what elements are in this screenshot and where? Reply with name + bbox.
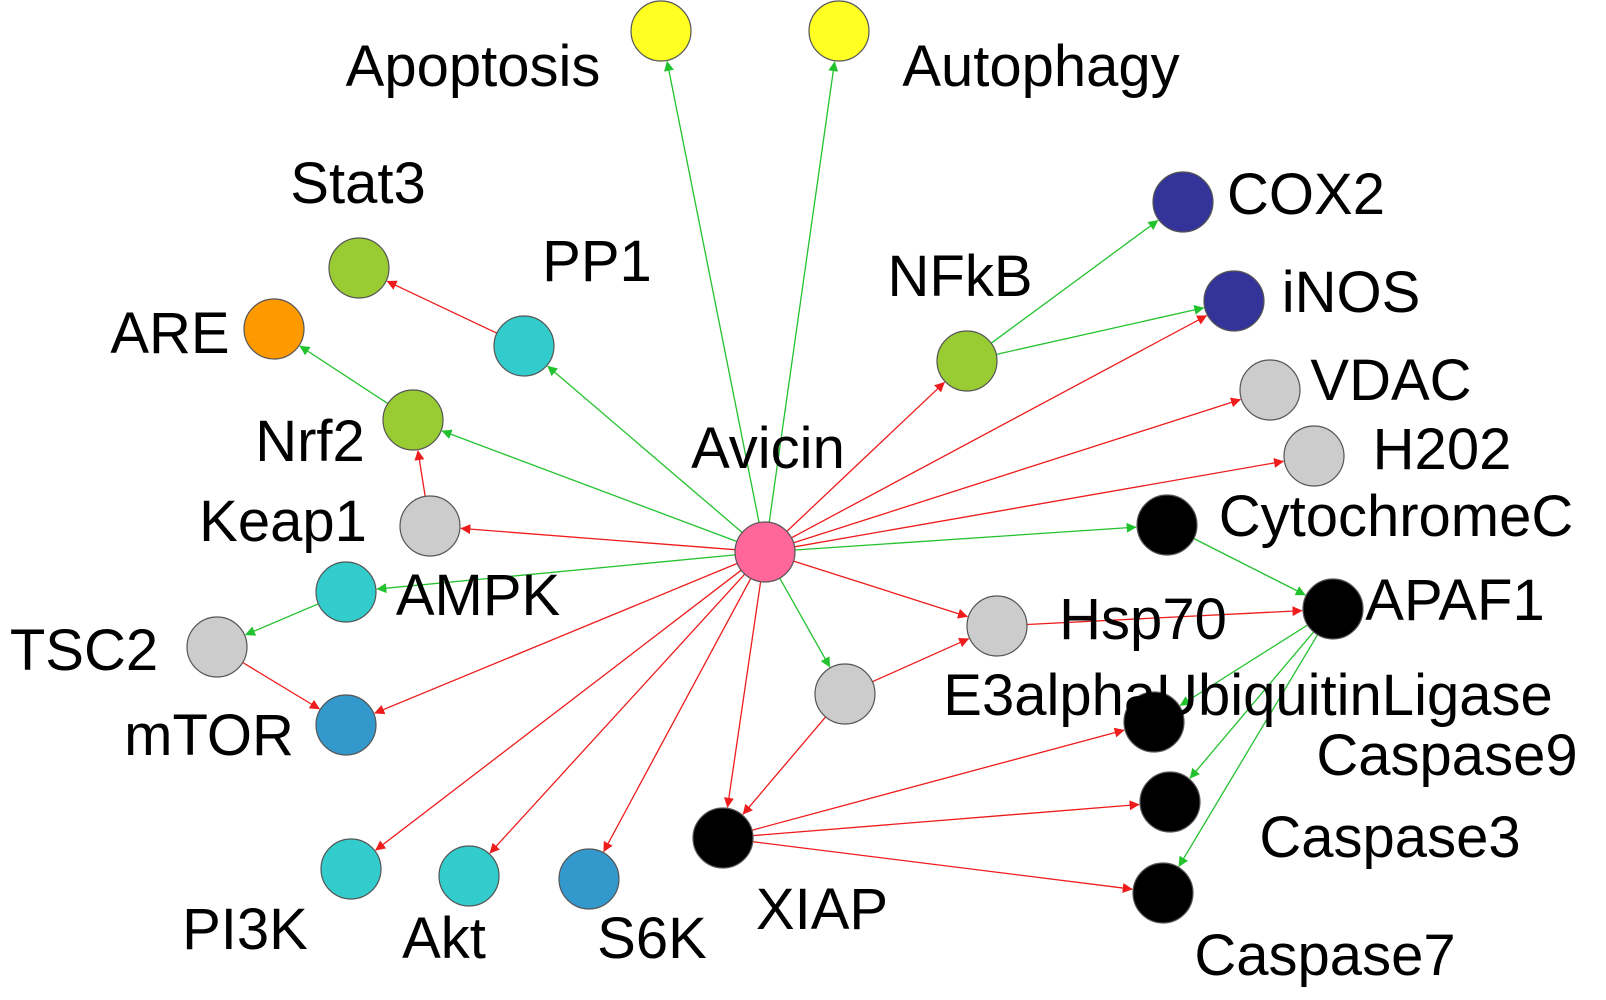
edge-avicin-to-keap1 [460, 524, 736, 551]
node-akt [438, 845, 500, 907]
node-label-apoptosis: Apoptosis [346, 34, 601, 99]
edge-tsc2-to-mtor [242, 661, 320, 710]
node-pp1 [493, 315, 555, 377]
node-label-are: ARE [110, 301, 229, 366]
node-label-inos: iNOS [1282, 260, 1421, 325]
edge-avicin-to-nfkb [786, 381, 945, 532]
node-avicin [734, 521, 796, 583]
node-label-caspase3: Caspase3 [1259, 805, 1520, 870]
node-hsp70 [966, 595, 1028, 657]
edge-avicin-to-s6k [603, 578, 752, 853]
node-vdac [1239, 359, 1301, 421]
node-label-caspase9: Caspase9 [1316, 723, 1577, 788]
edge-xiap-to-caspase7 [752, 841, 1133, 893]
edge-xiap-to-caspase3 [752, 800, 1140, 837]
node-label-keap1: Keap1 [199, 489, 367, 554]
node-label-xiap: XIAP [756, 877, 888, 942]
node-label-mtor: mTOR [124, 703, 294, 768]
node-label-caspase7: Caspase7 [1194, 923, 1455, 988]
node-label-pp1: PP1 [542, 229, 652, 294]
node-label-vdac: VDAC [1310, 348, 1471, 413]
edge-nfkb-to-inos [996, 305, 1205, 356]
node-s6k [558, 848, 620, 910]
edge-avicin-to-cytochromec [794, 522, 1137, 551]
node-caspase3 [1139, 771, 1201, 833]
edge-pp1-to-stat3 [386, 280, 498, 334]
node-label-ampk: AMPK [396, 563, 561, 628]
labels-layer: Avicin Apoptosis Autophagy Stat3 PP1 ARE Nrf2 K… [10, 34, 1578, 988]
edge-avicin-to-autophagy [768, 61, 839, 523]
edge-avicin-to-h202 [794, 458, 1284, 548]
edge-avicin-to-ampk [376, 554, 736, 594]
edge-avicin-to-pp1 [547, 365, 743, 533]
node-xiap [692, 807, 754, 869]
node-autophagy [808, 0, 870, 62]
edge-avicin-to-vdac [793, 397, 1241, 544]
edge-avicin-to-xiap [723, 581, 762, 808]
edge-avicin-to-inos [791, 315, 1208, 539]
nodes-layer [186, 0, 1364, 924]
node-nrf2 [382, 389, 444, 451]
node-label-cox2: COX2 [1227, 162, 1385, 227]
edge-nrf2-to-are [299, 345, 389, 405]
node-label-cytochromec: CytochromeC [1219, 484, 1574, 549]
edge-avicin-to-hsp70 [793, 560, 968, 619]
node-label-nfkb: NFkB [888, 244, 1033, 309]
edge-e3alpha-to-xiap [742, 716, 827, 815]
edges-layer [242, 60, 1319, 893]
node-label-apaf1: APAF1 [1365, 568, 1544, 633]
node-apoptosis [630, 0, 692, 62]
node-label-avicin: Avicin [691, 416, 845, 481]
node-label-pi3k: PI3K [182, 897, 308, 962]
edge-avicin-to-apoptosis [664, 60, 760, 523]
node-label-h202: H202 [1373, 417, 1512, 482]
edge-avicin-to-e3alpha [779, 577, 831, 668]
node-label-s6k: S6K [597, 906, 707, 971]
node-caspase7 [1132, 862, 1194, 924]
node-are [243, 298, 305, 360]
node-ampk [315, 561, 377, 623]
node-cytochromec [1136, 494, 1198, 556]
edge-avicin-to-nrf2 [441, 429, 738, 543]
edge-apaf1-to-caspase9 [1179, 624, 1308, 707]
edge-apaf1-to-caspase3 [1189, 631, 1315, 779]
node-tsc2 [186, 616, 248, 678]
node-label-hsp70: Hsp70 [1059, 587, 1227, 652]
node-nfkb [936, 330, 998, 392]
node-apaf1 [1302, 578, 1364, 640]
edge-avicin-to-pi3k [375, 569, 742, 851]
edge-avicin-to-akt [489, 573, 746, 854]
node-stat3 [328, 237, 390, 299]
node-pi3k [320, 838, 382, 900]
node-mtor [315, 694, 377, 756]
node-h202 [1283, 425, 1345, 487]
edge-ampk-to-tsc2 [245, 603, 319, 636]
edge-cytochromec-to-apaf1 [1193, 537, 1306, 596]
node-keap1 [399, 495, 461, 557]
node-label-autophagy: Autophagy [902, 34, 1179, 99]
node-inos [1203, 270, 1265, 332]
edge-apaf1-to-caspase7 [1178, 634, 1319, 867]
node-label-nrf2: Nrf2 [255, 409, 365, 474]
node-label-tsc2: TSC2 [10, 618, 158, 683]
node-e3alpha [814, 663, 876, 725]
edge-nfkb-to-cox2 [990, 219, 1159, 344]
edge-avicin-to-mtor [374, 562, 738, 715]
node-cox2 [1152, 171, 1214, 233]
node-label-stat3: Stat3 [290, 151, 425, 216]
edge-e3alpha-to-hsp70 [872, 638, 970, 683]
edge-hsp70-to-apaf1 [1026, 606, 1303, 626]
node-label-akt: Akt [402, 906, 486, 971]
node-caspase9 [1123, 691, 1185, 753]
node-label-e3alpha: E3alphaUbiquitinLigase [943, 663, 1552, 728]
edge-keap1-to-nrf2 [414, 450, 426, 497]
edge-xiap-to-caspase9 [751, 727, 1125, 831]
